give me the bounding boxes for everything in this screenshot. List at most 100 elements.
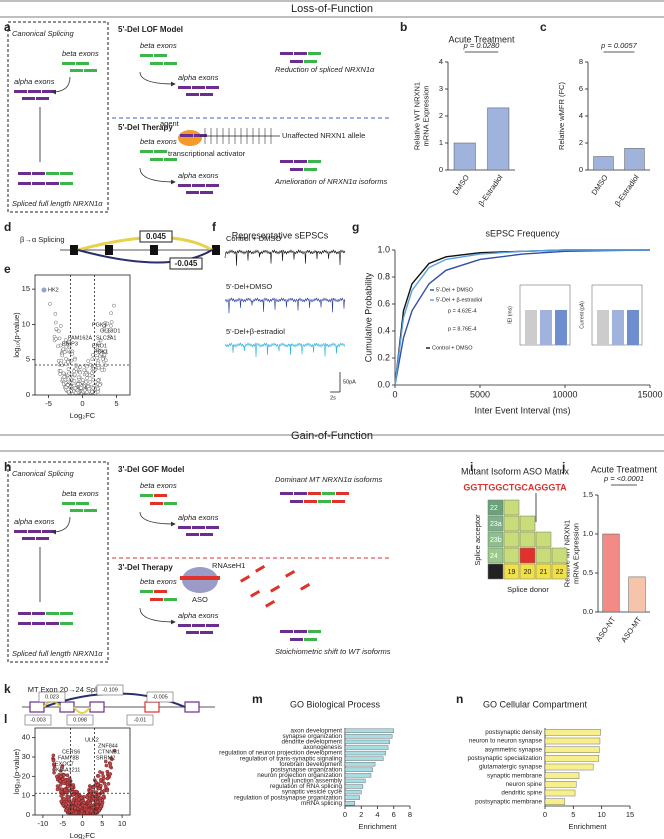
volcano-point-cloud xyxy=(108,761,113,766)
trace-label: 5'-Del+β-estradiol xyxy=(226,327,285,336)
exon xyxy=(200,533,213,536)
label: Dominant MT NRXN1α isoforms xyxy=(275,475,382,484)
label: Reduction of spliced NRXN1α xyxy=(275,65,375,74)
category-label: regulation of neuron projection developm… xyxy=(219,750,342,757)
volcano-point-cloud xyxy=(56,329,61,334)
volcano-point-cloud xyxy=(54,774,59,779)
donor-label: 22 xyxy=(556,569,564,576)
volcano-point-cloud xyxy=(58,372,63,376)
value-box xyxy=(126,714,154,726)
gene-label: CTNNB1 xyxy=(98,749,120,755)
y-tick-label: 0.0 xyxy=(583,607,593,616)
matrix-cell xyxy=(503,499,520,516)
acceptor-label: 22 xyxy=(490,505,498,512)
volcano-point-cloud xyxy=(71,800,75,805)
y-axis-label: Cumulative Probability xyxy=(363,272,373,362)
gene-label: SLC2A1 xyxy=(96,335,117,341)
exon xyxy=(280,492,293,495)
p-value: p = 8.76E-4 xyxy=(448,326,477,332)
volcano-point-cloud xyxy=(59,794,63,798)
volcano-point-cloud xyxy=(58,768,63,773)
volcano-point-cloud xyxy=(64,356,68,361)
gene-label: KIAA1211 xyxy=(56,767,80,773)
gene-label: GLT8D1 xyxy=(100,328,120,334)
volcano-point-cloud xyxy=(60,777,65,782)
volcano-point-cloud xyxy=(79,386,83,390)
splice-value: 0.098 xyxy=(73,717,87,723)
panel-letter: a xyxy=(4,20,11,34)
volcano-point-cloud xyxy=(62,375,67,379)
gene-label: FAM78B xyxy=(58,755,79,761)
volcano-point-cloud xyxy=(63,338,68,342)
donor-cell xyxy=(551,563,568,580)
volcano-point-cloud xyxy=(99,804,103,809)
volcano-point-cloud xyxy=(69,785,74,790)
bar xyxy=(593,156,614,171)
bar xyxy=(344,789,362,795)
value-box xyxy=(66,714,94,726)
x-axis-label: Enrichment xyxy=(569,822,608,831)
donor-label: 21 xyxy=(540,569,548,576)
exon xyxy=(206,184,219,187)
label: agent xyxy=(160,119,180,128)
volcano-point-cloud xyxy=(74,789,79,794)
exon xyxy=(304,638,317,641)
panel-letter: m xyxy=(252,692,263,706)
x-tick-label: 8 xyxy=(408,810,412,819)
y-tick-label: 0.0 xyxy=(377,379,390,389)
panel-letter: g xyxy=(352,220,359,234)
exon xyxy=(60,172,73,175)
matrix-cell xyxy=(519,531,536,548)
volcano-point-cloud xyxy=(61,773,66,778)
y-axis-label: mRNA Expression xyxy=(421,86,430,147)
volcano-point-cloud xyxy=(65,784,70,789)
volcano-point-cloud xyxy=(48,302,52,306)
volcano-point-cloud xyxy=(63,788,68,792)
exon xyxy=(200,631,213,634)
panel-letter: h xyxy=(4,460,11,474)
y-tick-label: 1.0 xyxy=(377,244,390,254)
cleaved-fragment xyxy=(255,565,266,573)
exon xyxy=(154,150,167,153)
splice-value: 0.023 xyxy=(45,694,59,700)
exon-block xyxy=(89,701,105,713)
volcano-point-cloud xyxy=(109,320,114,324)
exon xyxy=(290,60,303,63)
matrix-cell xyxy=(535,531,552,548)
cleaved-fragment xyxy=(264,600,276,608)
label: beta exons xyxy=(62,49,99,58)
panel-letter: n xyxy=(456,692,463,706)
label: 5'-Del LOF Model xyxy=(118,25,183,34)
volcano-point-cloud xyxy=(66,360,70,364)
volcano-point-cloud xyxy=(61,347,66,352)
volcano-point-cloud xyxy=(61,371,66,376)
exon-block xyxy=(59,701,75,713)
exon xyxy=(186,533,199,536)
exon xyxy=(84,509,97,512)
category-label: regulation of trans-synaptic signaling xyxy=(240,755,343,762)
volcano-point-cloud xyxy=(58,324,63,328)
exon xyxy=(192,184,205,187)
arrow xyxy=(139,511,176,527)
y-axis-label: Splice acceptor xyxy=(473,514,482,566)
gene-label: EXOC7 xyxy=(55,761,74,767)
legend-label: 5'-Del + β-estradiol xyxy=(436,297,482,303)
volcano-point-cloud xyxy=(90,357,95,362)
y-tick-label: 3 xyxy=(439,84,443,93)
inset-label: Current (pA) xyxy=(579,301,585,329)
exon xyxy=(36,537,49,540)
matrix-cell xyxy=(551,547,568,564)
chart-title: sEPSC Frequency xyxy=(485,228,560,238)
label: beta exons xyxy=(140,41,177,50)
volcano-point-cloud xyxy=(67,371,71,376)
exon xyxy=(150,62,163,65)
exon xyxy=(280,52,293,55)
current-trace xyxy=(224,297,346,314)
label: 3'-Del GOF Model xyxy=(118,465,184,474)
bar xyxy=(344,745,389,750)
arrow xyxy=(51,516,71,535)
acceptor-cell xyxy=(487,547,504,564)
y-axis-label: log₁₀(p-value) xyxy=(12,312,21,358)
exon xyxy=(318,500,331,503)
matrix-cell xyxy=(503,531,520,548)
